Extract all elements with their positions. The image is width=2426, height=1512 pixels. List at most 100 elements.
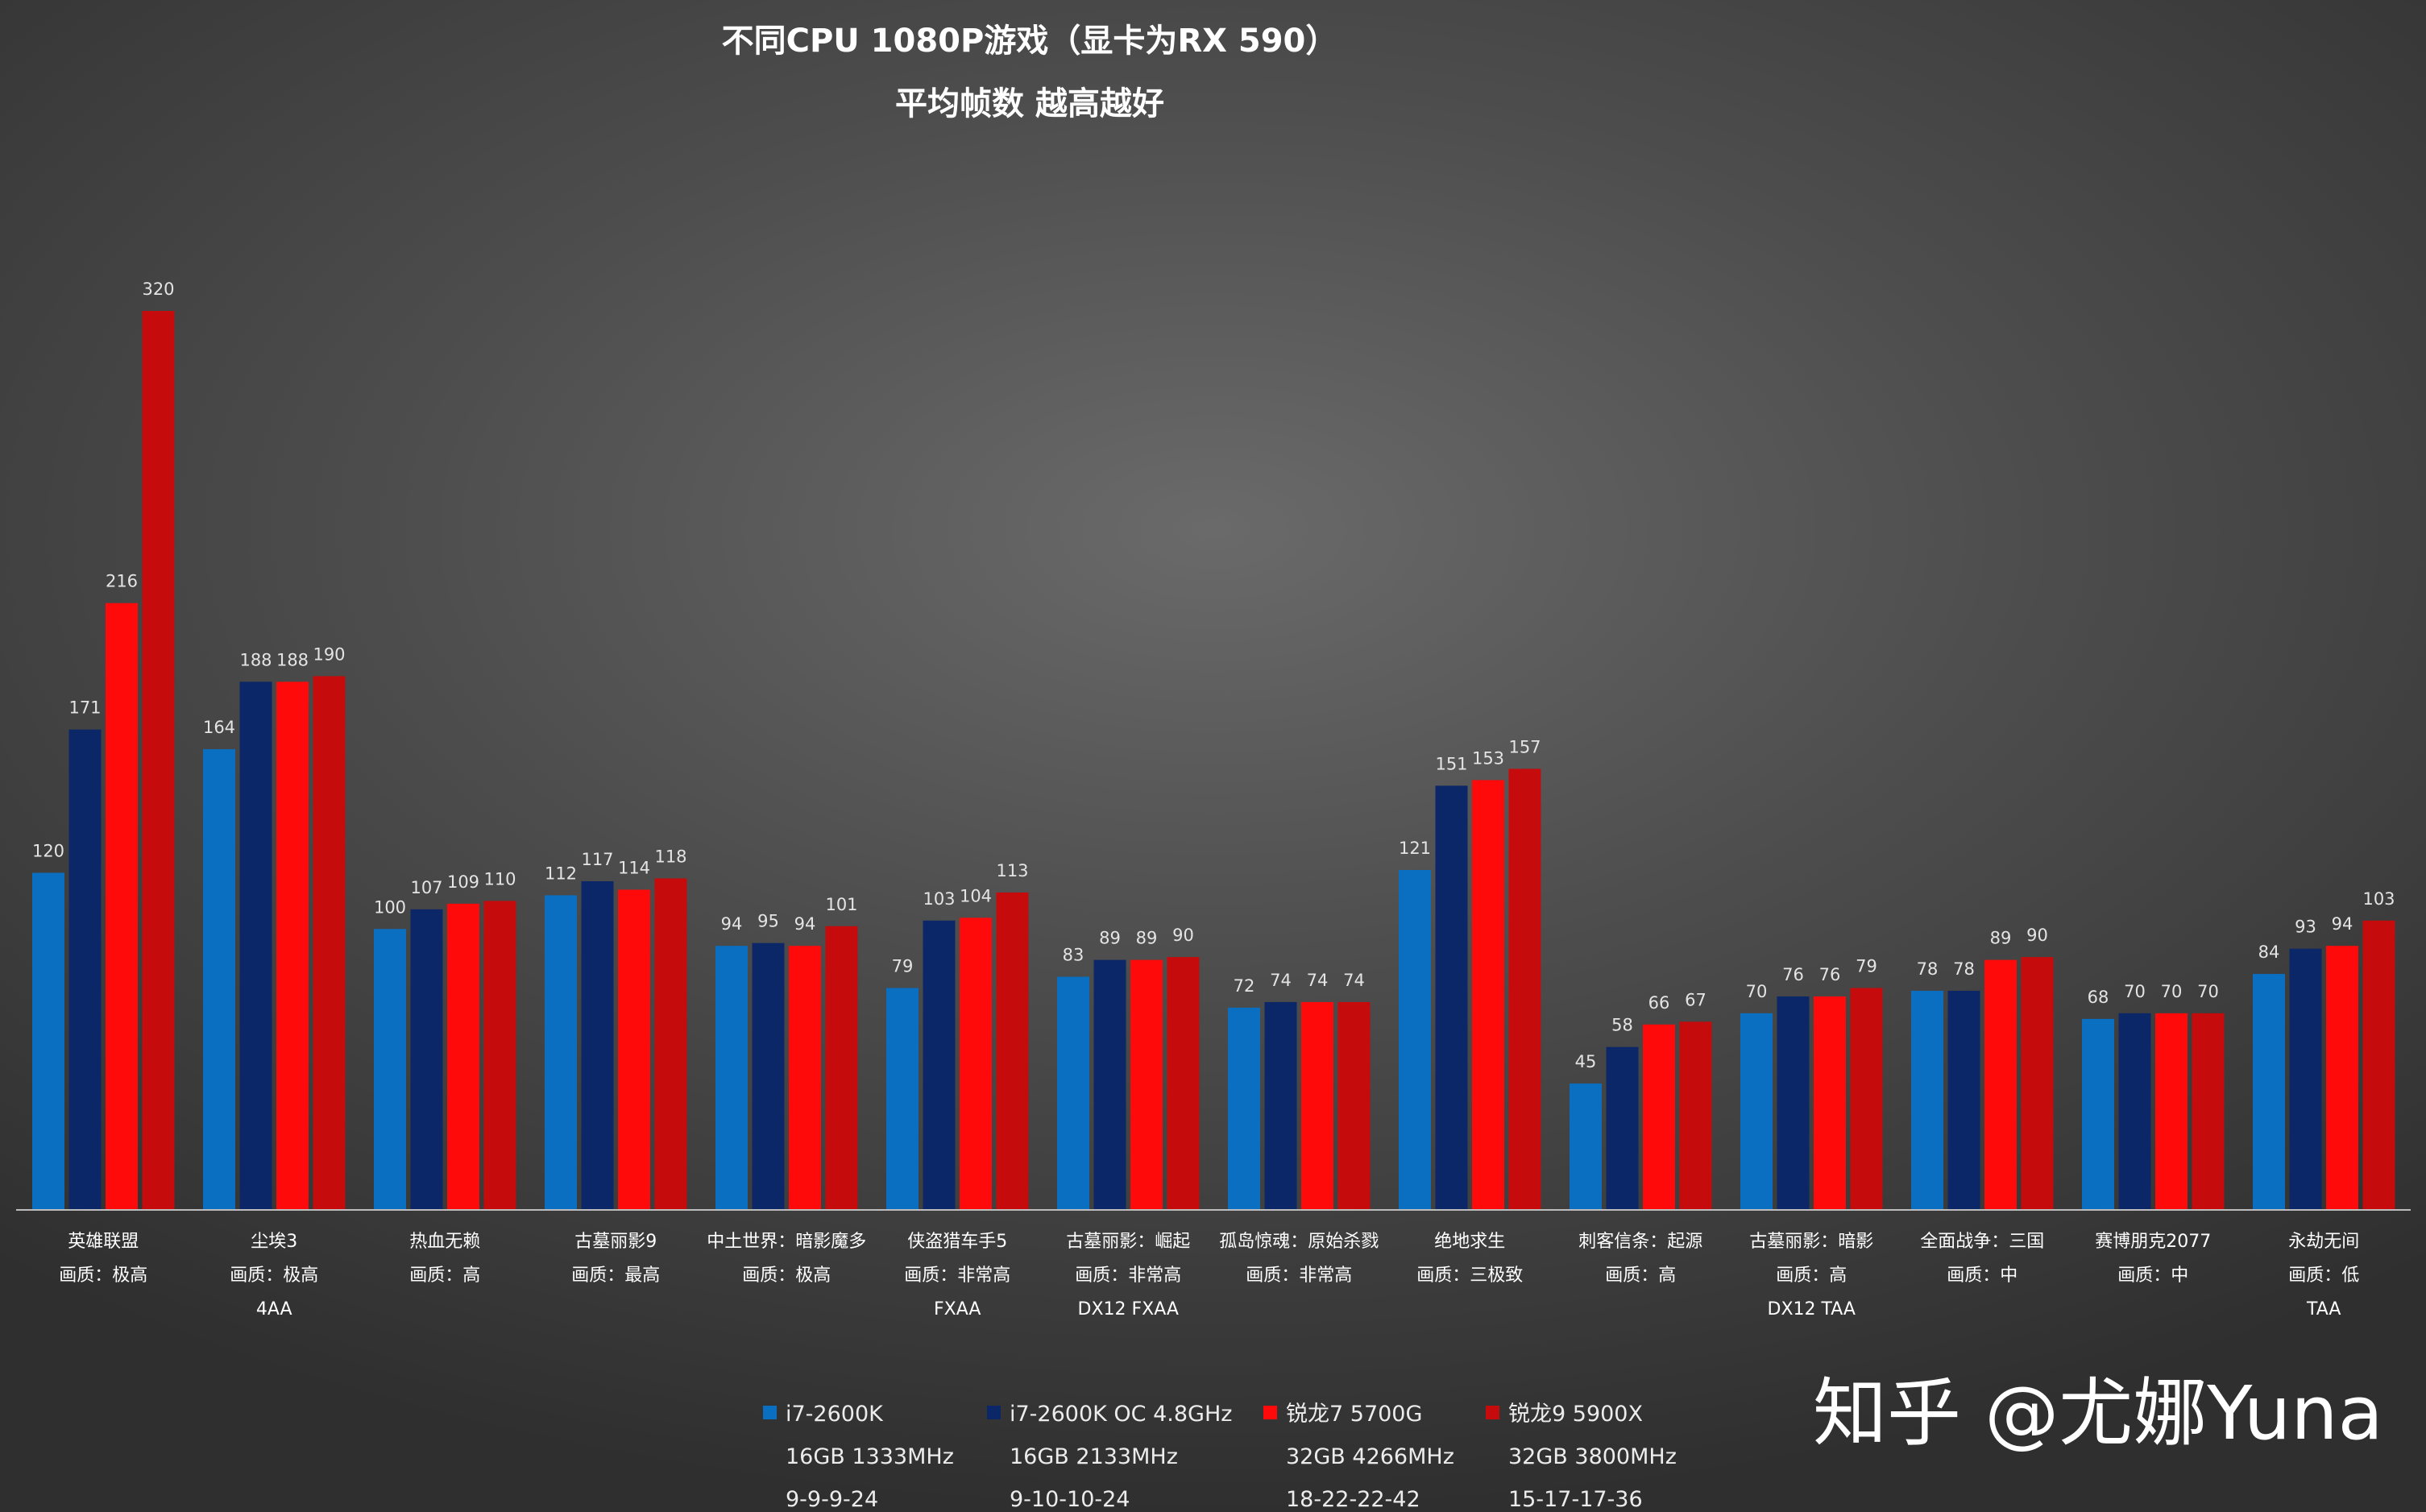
value-label-5-4: 101 xyxy=(825,895,857,914)
value-label-7-4: 90 xyxy=(1172,926,1194,945)
bar-5-3 xyxy=(789,946,821,1210)
legend-label-4: 锐龙9 5900X xyxy=(1508,1402,1643,1427)
bar-1-2 xyxy=(68,729,102,1210)
bar-7-2 xyxy=(1093,959,1126,1210)
category-label-5: 中土世界：暗影魔多 xyxy=(707,1232,866,1252)
watermark-text: 知乎 @尤娜Yuna xyxy=(1813,1370,2383,1456)
bar-14-1 xyxy=(2253,974,2285,1210)
bar-13-4 xyxy=(2192,1013,2225,1210)
legend-detail-4-1: 32GB 3800MHz xyxy=(1508,1444,1677,1469)
value-label-9-4: 157 xyxy=(1508,737,1541,756)
bar-14-4 xyxy=(2362,920,2395,1210)
bar-2-2 xyxy=(239,681,272,1210)
value-label-12-3: 89 xyxy=(1990,929,2012,948)
legend-label-1: i7-2600K xyxy=(786,1402,884,1427)
category-label-9: 绝地求生 xyxy=(1434,1232,1505,1252)
bar-7-1 xyxy=(1057,976,1089,1210)
value-label-7-2: 89 xyxy=(1099,929,1121,948)
value-label-6-3: 104 xyxy=(960,886,992,905)
value-label-13-1: 68 xyxy=(2088,988,2109,1007)
bar-14-2 xyxy=(2289,948,2322,1210)
value-label-2-2: 188 xyxy=(239,650,272,669)
bar-6-3 xyxy=(960,918,992,1210)
category-sublabel-11-2: DX12 TAA xyxy=(1768,1299,1856,1319)
value-label-14-2: 93 xyxy=(2295,918,2316,937)
bar-14-3 xyxy=(2326,946,2358,1210)
category-sublabel-14-2: TAA xyxy=(2306,1299,2341,1319)
value-label-2-1: 164 xyxy=(203,718,235,737)
bar-3-1 xyxy=(374,929,406,1210)
category-sublabel-1-1: 画质：极高 xyxy=(59,1266,147,1286)
bar-8-2 xyxy=(1264,1001,1297,1210)
value-label-4-1: 112 xyxy=(545,864,577,883)
legend-detail-1-2: 9-9-9-24 xyxy=(786,1487,878,1512)
bar-6-1 xyxy=(886,988,919,1210)
value-label-2-4: 190 xyxy=(313,644,345,664)
legend-detail-2-2: 9-10-10-24 xyxy=(1010,1487,1130,1512)
value-label-1-2: 171 xyxy=(68,698,101,718)
value-label-3-4: 110 xyxy=(483,869,516,889)
bar-8-4 xyxy=(1337,1001,1371,1210)
bar-12-2 xyxy=(1947,990,1980,1210)
bar-7-4 xyxy=(1167,957,1200,1210)
bar-8-3 xyxy=(1301,1001,1333,1210)
value-label-3-1: 100 xyxy=(374,897,406,917)
category-label-4: 古墓丽影9 xyxy=(574,1232,657,1252)
value-label-9-2: 151 xyxy=(1435,754,1467,773)
value-label-3-2: 107 xyxy=(410,878,442,897)
category-label-14: 永劫无间 xyxy=(2288,1232,2359,1252)
bar-1-1 xyxy=(32,872,64,1210)
bar-5-4 xyxy=(825,926,858,1210)
value-label-14-4: 103 xyxy=(2362,889,2395,909)
value-label-7-1: 83 xyxy=(1063,946,1084,965)
value-label-7-3: 89 xyxy=(1136,929,1158,948)
value-label-11-2: 76 xyxy=(1782,965,1804,984)
category-sublabel-4-1: 画质：最高 xyxy=(571,1266,660,1286)
category-label-1: 英雄联盟 xyxy=(68,1232,139,1252)
bar-3-2 xyxy=(410,909,443,1210)
bar-6-2 xyxy=(923,920,956,1210)
bar-11-1 xyxy=(1740,1013,1773,1210)
bar-4-4 xyxy=(654,878,687,1210)
category-sublabel-6-1: 画质：非常高 xyxy=(904,1266,1010,1286)
bar-9-3 xyxy=(1472,780,1504,1210)
category-label-13: 赛博朋克2077 xyxy=(2095,1232,2211,1252)
bar-1-3 xyxy=(106,603,138,1210)
value-label-4-2: 117 xyxy=(581,850,613,869)
legend-swatch-4 xyxy=(1486,1406,1499,1419)
bar-4-2 xyxy=(581,880,614,1210)
category-label-8: 孤岛惊魂：原始杀戮 xyxy=(1219,1232,1379,1252)
legend-detail-3-2: 18-22-22-42 xyxy=(1286,1487,1420,1512)
legend-swatch-3 xyxy=(1263,1406,1277,1419)
bar-6-4 xyxy=(996,892,1029,1210)
bar-10-1 xyxy=(1570,1083,1602,1210)
value-label-12-4: 90 xyxy=(2026,926,2048,945)
bar-2-4 xyxy=(313,676,346,1210)
bar-12-1 xyxy=(1911,990,1943,1210)
category-sublabel-7-1: 画质：非常高 xyxy=(1075,1266,1181,1286)
value-label-3-3: 109 xyxy=(447,872,479,892)
bar-9-4 xyxy=(1508,768,1541,1210)
legend-detail-1-1: 16GB 1333MHz xyxy=(786,1444,954,1469)
value-label-12-2: 78 xyxy=(1953,959,1975,979)
category-sublabel-11-1: 画质：高 xyxy=(1776,1266,1847,1286)
category-label-2: 尘埃3 xyxy=(251,1232,297,1252)
category-sublabel-7-2: DX12 FXAA xyxy=(1078,1299,1179,1319)
value-label-4-4: 118 xyxy=(654,847,686,866)
category-label-3: 热血无赖 xyxy=(409,1232,480,1252)
bar-11-2 xyxy=(1777,996,1810,1210)
value-label-6-4: 113 xyxy=(996,861,1028,880)
value-label-1-4: 320 xyxy=(142,280,174,299)
category-label-11: 古墓丽影：暗影 xyxy=(1749,1232,1873,1252)
value-label-8-1: 72 xyxy=(1234,976,1255,996)
bar-10-4 xyxy=(1679,1021,1712,1210)
bars-group xyxy=(32,311,2395,1210)
legend: i7-2600K 16GB 1333MHz 9-9-9-24 i7-2600K OC … xyxy=(763,1402,1677,1512)
bar-13-2 xyxy=(2118,1013,2151,1210)
chart-subtitle: 平均帧数 越高越好 xyxy=(895,85,1164,122)
bar-11-3 xyxy=(1814,996,1846,1210)
value-label-14-3: 94 xyxy=(2332,914,2353,934)
category-label-6: 侠盗猎车手5 xyxy=(907,1232,1007,1252)
legend-detail-2-1: 16GB 2133MHz xyxy=(1010,1444,1178,1469)
